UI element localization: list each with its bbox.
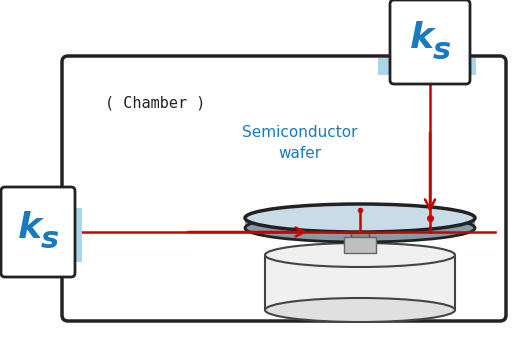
FancyBboxPatch shape bbox=[1, 187, 75, 277]
Bar bbox=[351, 230, 369, 245]
Bar bbox=[265, 255, 455, 310]
Ellipse shape bbox=[245, 214, 475, 242]
Ellipse shape bbox=[245, 207, 475, 235]
FancyBboxPatch shape bbox=[62, 56, 506, 321]
Text: ( Chamber ): ( Chamber ) bbox=[105, 95, 205, 110]
Ellipse shape bbox=[265, 243, 455, 267]
Bar bbox=[62, 208, 82, 262]
Text: s: s bbox=[433, 35, 451, 65]
Bar bbox=[344, 237, 376, 253]
Ellipse shape bbox=[245, 211, 475, 239]
Ellipse shape bbox=[245, 205, 475, 233]
FancyBboxPatch shape bbox=[390, 0, 470, 84]
Text: Semiconductor
wafer: Semiconductor wafer bbox=[242, 125, 358, 161]
Bar bbox=[378, 58, 476, 75]
Ellipse shape bbox=[245, 210, 475, 238]
Ellipse shape bbox=[245, 212, 475, 240]
Ellipse shape bbox=[245, 209, 475, 237]
Ellipse shape bbox=[245, 208, 475, 236]
Ellipse shape bbox=[245, 214, 475, 242]
Text: k: k bbox=[18, 211, 42, 245]
Ellipse shape bbox=[245, 206, 475, 234]
Ellipse shape bbox=[245, 204, 475, 232]
Text: s: s bbox=[41, 226, 59, 255]
Ellipse shape bbox=[265, 298, 455, 322]
Ellipse shape bbox=[245, 213, 475, 241]
Text: k: k bbox=[410, 21, 434, 55]
